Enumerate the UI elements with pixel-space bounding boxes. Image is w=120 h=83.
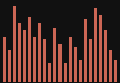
- Bar: [69, 37, 72, 82]
- Bar: [63, 63, 66, 82]
- Bar: [54, 28, 57, 82]
- Bar: [48, 63, 51, 82]
- Bar: [18, 22, 21, 82]
- Bar: [114, 61, 117, 82]
- Bar: [74, 47, 77, 82]
- Bar: [33, 37, 36, 82]
- Bar: [38, 22, 41, 82]
- Bar: [89, 39, 92, 82]
- Bar: [104, 30, 107, 82]
- Bar: [58, 44, 62, 82]
- Bar: [84, 19, 87, 82]
- Bar: [43, 39, 46, 82]
- Bar: [13, 6, 16, 82]
- Bar: [99, 15, 102, 82]
- Bar: [79, 61, 82, 82]
- Bar: [94, 8, 97, 82]
- Bar: [109, 50, 112, 82]
- Bar: [23, 30, 26, 82]
- Bar: [8, 50, 11, 82]
- Bar: [28, 17, 31, 82]
- Bar: [3, 37, 6, 82]
